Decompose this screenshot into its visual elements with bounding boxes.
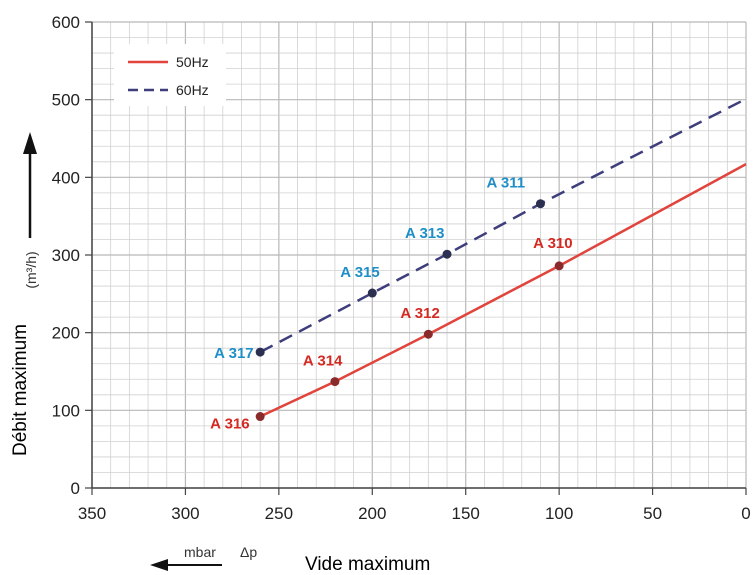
data-point-marker bbox=[330, 377, 340, 387]
y-tick-label: 300 bbox=[52, 246, 80, 265]
x-tick-label: 200 bbox=[358, 504, 386, 523]
data-point-marker bbox=[367, 288, 377, 298]
legend: 50Hz 60Hz bbox=[114, 44, 226, 106]
legend-entry-60hz: 60Hz bbox=[176, 82, 209, 98]
y-tick-label: 0 bbox=[71, 479, 80, 498]
x-axis-unit: mbar bbox=[184, 544, 216, 560]
data-point-marker bbox=[442, 249, 452, 259]
x-tick-label: 350 bbox=[78, 504, 106, 523]
y-tick-label: 500 bbox=[52, 91, 80, 110]
x-axis-arrow-icon bbox=[150, 559, 222, 571]
x-tick-label: 150 bbox=[452, 504, 480, 523]
x-tick-label: 300 bbox=[171, 504, 199, 523]
y-axis-label: Débit maximum bbox=[10, 324, 31, 456]
data-point-label: A 311 bbox=[486, 175, 525, 192]
y-axis-unit: (m³/h) bbox=[23, 251, 39, 288]
x-tick-label: 250 bbox=[265, 504, 293, 523]
grid bbox=[91, 21, 747, 489]
data-point-label: A 314 bbox=[303, 353, 343, 370]
x-tick-label: 0 bbox=[741, 504, 750, 523]
data-point-marker bbox=[554, 261, 564, 271]
data-point-label: A 317 bbox=[214, 345, 253, 362]
data-point-marker bbox=[535, 199, 545, 209]
data-point-label: A 312 bbox=[400, 305, 439, 322]
axes bbox=[85, 21, 747, 495]
y-tick-label: 600 bbox=[52, 13, 80, 32]
y-tick-label: 200 bbox=[52, 324, 80, 343]
data-point-marker bbox=[255, 347, 265, 357]
data-points: A 316 A 314 A 312 A 310 A 317 A 315 A 313 A 311 bbox=[210, 175, 572, 433]
data-point-marker bbox=[423, 329, 433, 339]
x-tick-label: 100 bbox=[545, 504, 573, 523]
y-tick-label: 400 bbox=[52, 168, 80, 187]
data-point-marker bbox=[255, 412, 265, 422]
data-point-label: A 316 bbox=[210, 416, 249, 433]
x-axis-symbol: Δp bbox=[240, 544, 257, 560]
x-axis-label: Vide maximum bbox=[305, 554, 430, 575]
data-point-label: A 315 bbox=[340, 264, 379, 281]
x-tick-label: 50 bbox=[643, 504, 662, 523]
y-axis-arrow-icon bbox=[23, 132, 37, 238]
legend-entry-50hz: 50Hz bbox=[176, 54, 209, 70]
data-point-label: A 310 bbox=[533, 235, 572, 252]
data-point-label: A 313 bbox=[405, 225, 444, 242]
y-tick-label: 100 bbox=[52, 401, 80, 420]
legend-box bbox=[114, 44, 226, 106]
